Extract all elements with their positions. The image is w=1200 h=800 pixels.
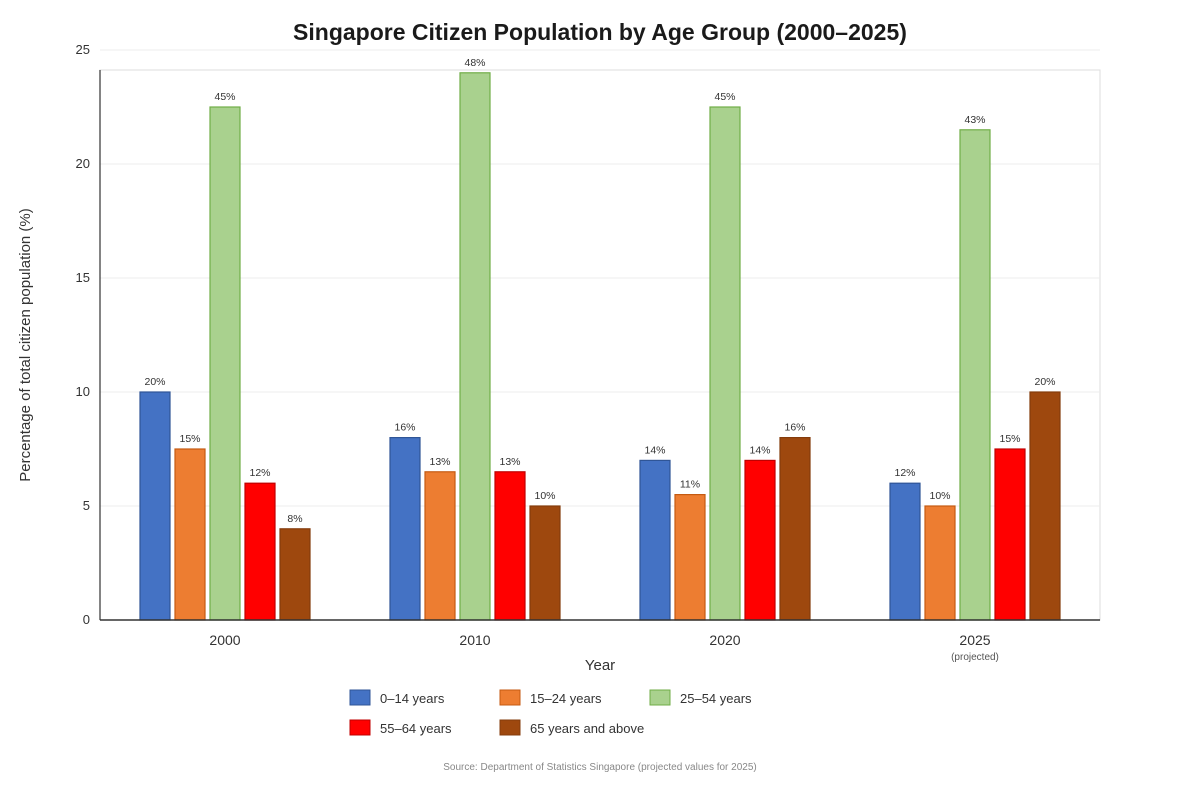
y-tick-label: 15 (76, 270, 90, 285)
data-label: 43% (964, 114, 985, 126)
y-axis-label: Percentage of total citizen population (… (17, 208, 34, 482)
data-label: 15% (999, 433, 1020, 445)
y-tick-label: 5 (83, 498, 90, 513)
bar (529, 505, 561, 621)
bar (459, 72, 491, 621)
legend-label: 0–14 years (380, 691, 445, 706)
data-label: 20% (144, 376, 165, 388)
y-tick-label: 20 (76, 156, 90, 171)
data-label: 14% (749, 444, 770, 456)
bar (959, 129, 991, 621)
data-label: 8% (287, 513, 302, 525)
data-label: 14% (644, 444, 665, 456)
y-tick-label: 10 (76, 384, 90, 399)
bar (744, 459, 776, 621)
y-tick-label: 25 (76, 42, 90, 57)
x-axis-label: Year (585, 657, 615, 674)
bar (209, 106, 241, 621)
data-label: 11% (680, 479, 700, 491)
data-label: 45% (214, 91, 235, 103)
bar (639, 459, 671, 621)
legend-label: 25–54 years (680, 691, 752, 706)
legend-swatch (649, 689, 671, 706)
legend-swatch (499, 689, 521, 706)
x-tick-label: 2000 (209, 632, 240, 648)
data-label: 48% (464, 57, 485, 69)
bar (674, 494, 706, 621)
axes (99, 70, 1100, 621)
data-label: 15% (179, 433, 200, 445)
data-label: 20% (1034, 376, 1055, 388)
source-note: Source: Department of Statistics Singapo… (443, 762, 757, 773)
x-tick-label: 2025 (959, 632, 990, 648)
legend-label: 65 years and above (530, 721, 644, 736)
x-tick-label: 2020 (709, 632, 740, 648)
data-label: 45% (714, 91, 735, 103)
data-label: 10% (929, 490, 950, 502)
bar (494, 471, 526, 621)
legend: 0–14 years 15–24 years 25–54 years 55–64 ye… (349, 689, 752, 736)
bar (779, 437, 811, 621)
bar (424, 471, 456, 621)
bar (709, 106, 741, 621)
bars (139, 72, 1061, 621)
x-axis-ticks: 2000 2010 2020 2025 (projected) (209, 632, 998, 663)
data-label: 13% (499, 456, 520, 468)
data-label: 12% (249, 467, 270, 479)
bar (279, 528, 311, 621)
bar (174, 448, 206, 621)
bar (139, 391, 171, 621)
x-tick-label: 2010 (459, 632, 490, 648)
x-tick-sublabel: (projected) (951, 652, 999, 663)
data-labels: 20% 15% 45% 12% 8% 16% 13% 48% 13% 10% 14% 11% 45% 14… (144, 57, 1055, 525)
y-axis-ticks: 0 5 10 15 20 25 (76, 42, 90, 627)
data-label: 16% (784, 422, 805, 434)
legend-label: 55–64 years (380, 721, 452, 736)
data-label: 10% (534, 490, 555, 502)
bar (994, 448, 1026, 621)
bar (389, 437, 421, 621)
bar (889, 482, 921, 621)
bar (244, 482, 276, 621)
data-label: 12% (894, 467, 915, 479)
y-tick-label: 0 (83, 612, 90, 627)
bar (1029, 391, 1061, 621)
data-label: 13% (429, 456, 450, 468)
legend-swatch (349, 719, 371, 736)
bar (924, 505, 956, 621)
data-label: 16% (394, 422, 415, 434)
legend-swatch (499, 719, 521, 736)
chart-title: Singapore Citizen Population by Age Grou… (293, 19, 907, 45)
legend-label: 15–24 years (530, 691, 602, 706)
legend-swatch (349, 689, 371, 706)
